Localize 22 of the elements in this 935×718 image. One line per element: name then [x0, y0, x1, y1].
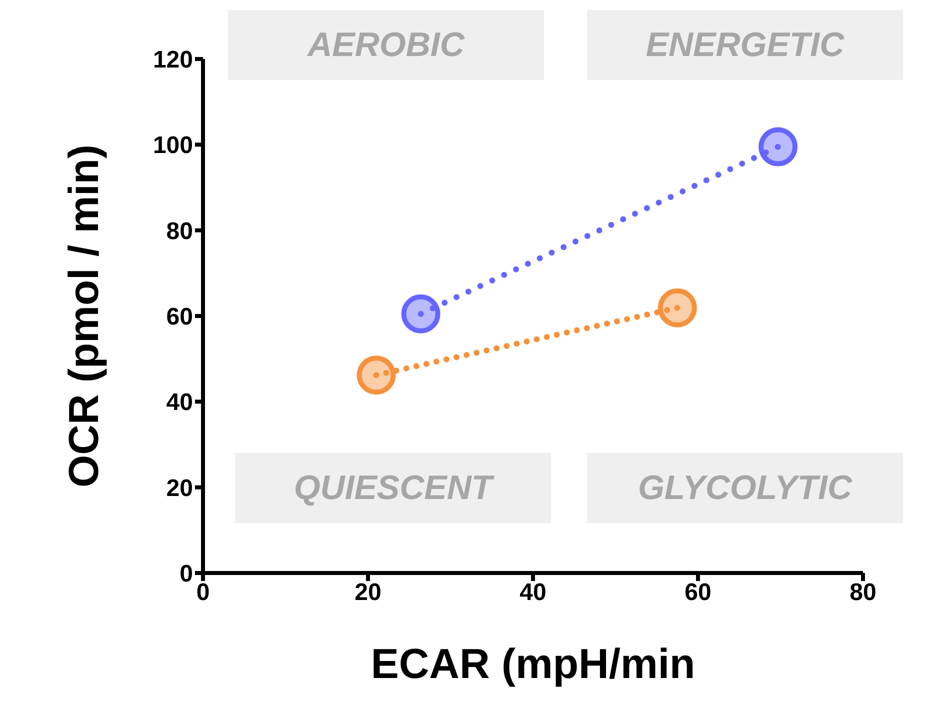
annotation: GLYCOLYTIC — [638, 468, 852, 508]
y-tick-label: 20 — [166, 474, 193, 502]
y-tick-label: 120 — [152, 46, 193, 74]
x-tick-label: 40 — [520, 579, 546, 606]
y-tick-label: 100 — [152, 132, 193, 160]
x-tick-label: 80 — [850, 579, 876, 606]
x-tick-label: 60 — [684, 579, 712, 606]
y-tick-label: 0 — [180, 560, 193, 588]
point — [401, 294, 440, 334]
annotation: QUIESCENT — [294, 468, 492, 508]
point — [356, 356, 396, 395]
x-tick-label: 0 — [196, 579, 210, 606]
x-tick-label: 20 — [354, 579, 382, 606]
y-tick-label: 40 — [166, 389, 193, 416]
x-axis-title: ECAR (mpH/min — [370, 640, 696, 687]
point — [658, 288, 697, 328]
y-tick-label: 80 — [166, 218, 193, 245]
y-axis-title: OCR (pmol / min) — [60, 144, 107, 488]
y-tick-label: 60 — [166, 304, 193, 331]
annotation: AEROBIC — [308, 26, 464, 64]
annotation: ENERGETIC — [646, 26, 844, 64]
point — [758, 127, 798, 166]
